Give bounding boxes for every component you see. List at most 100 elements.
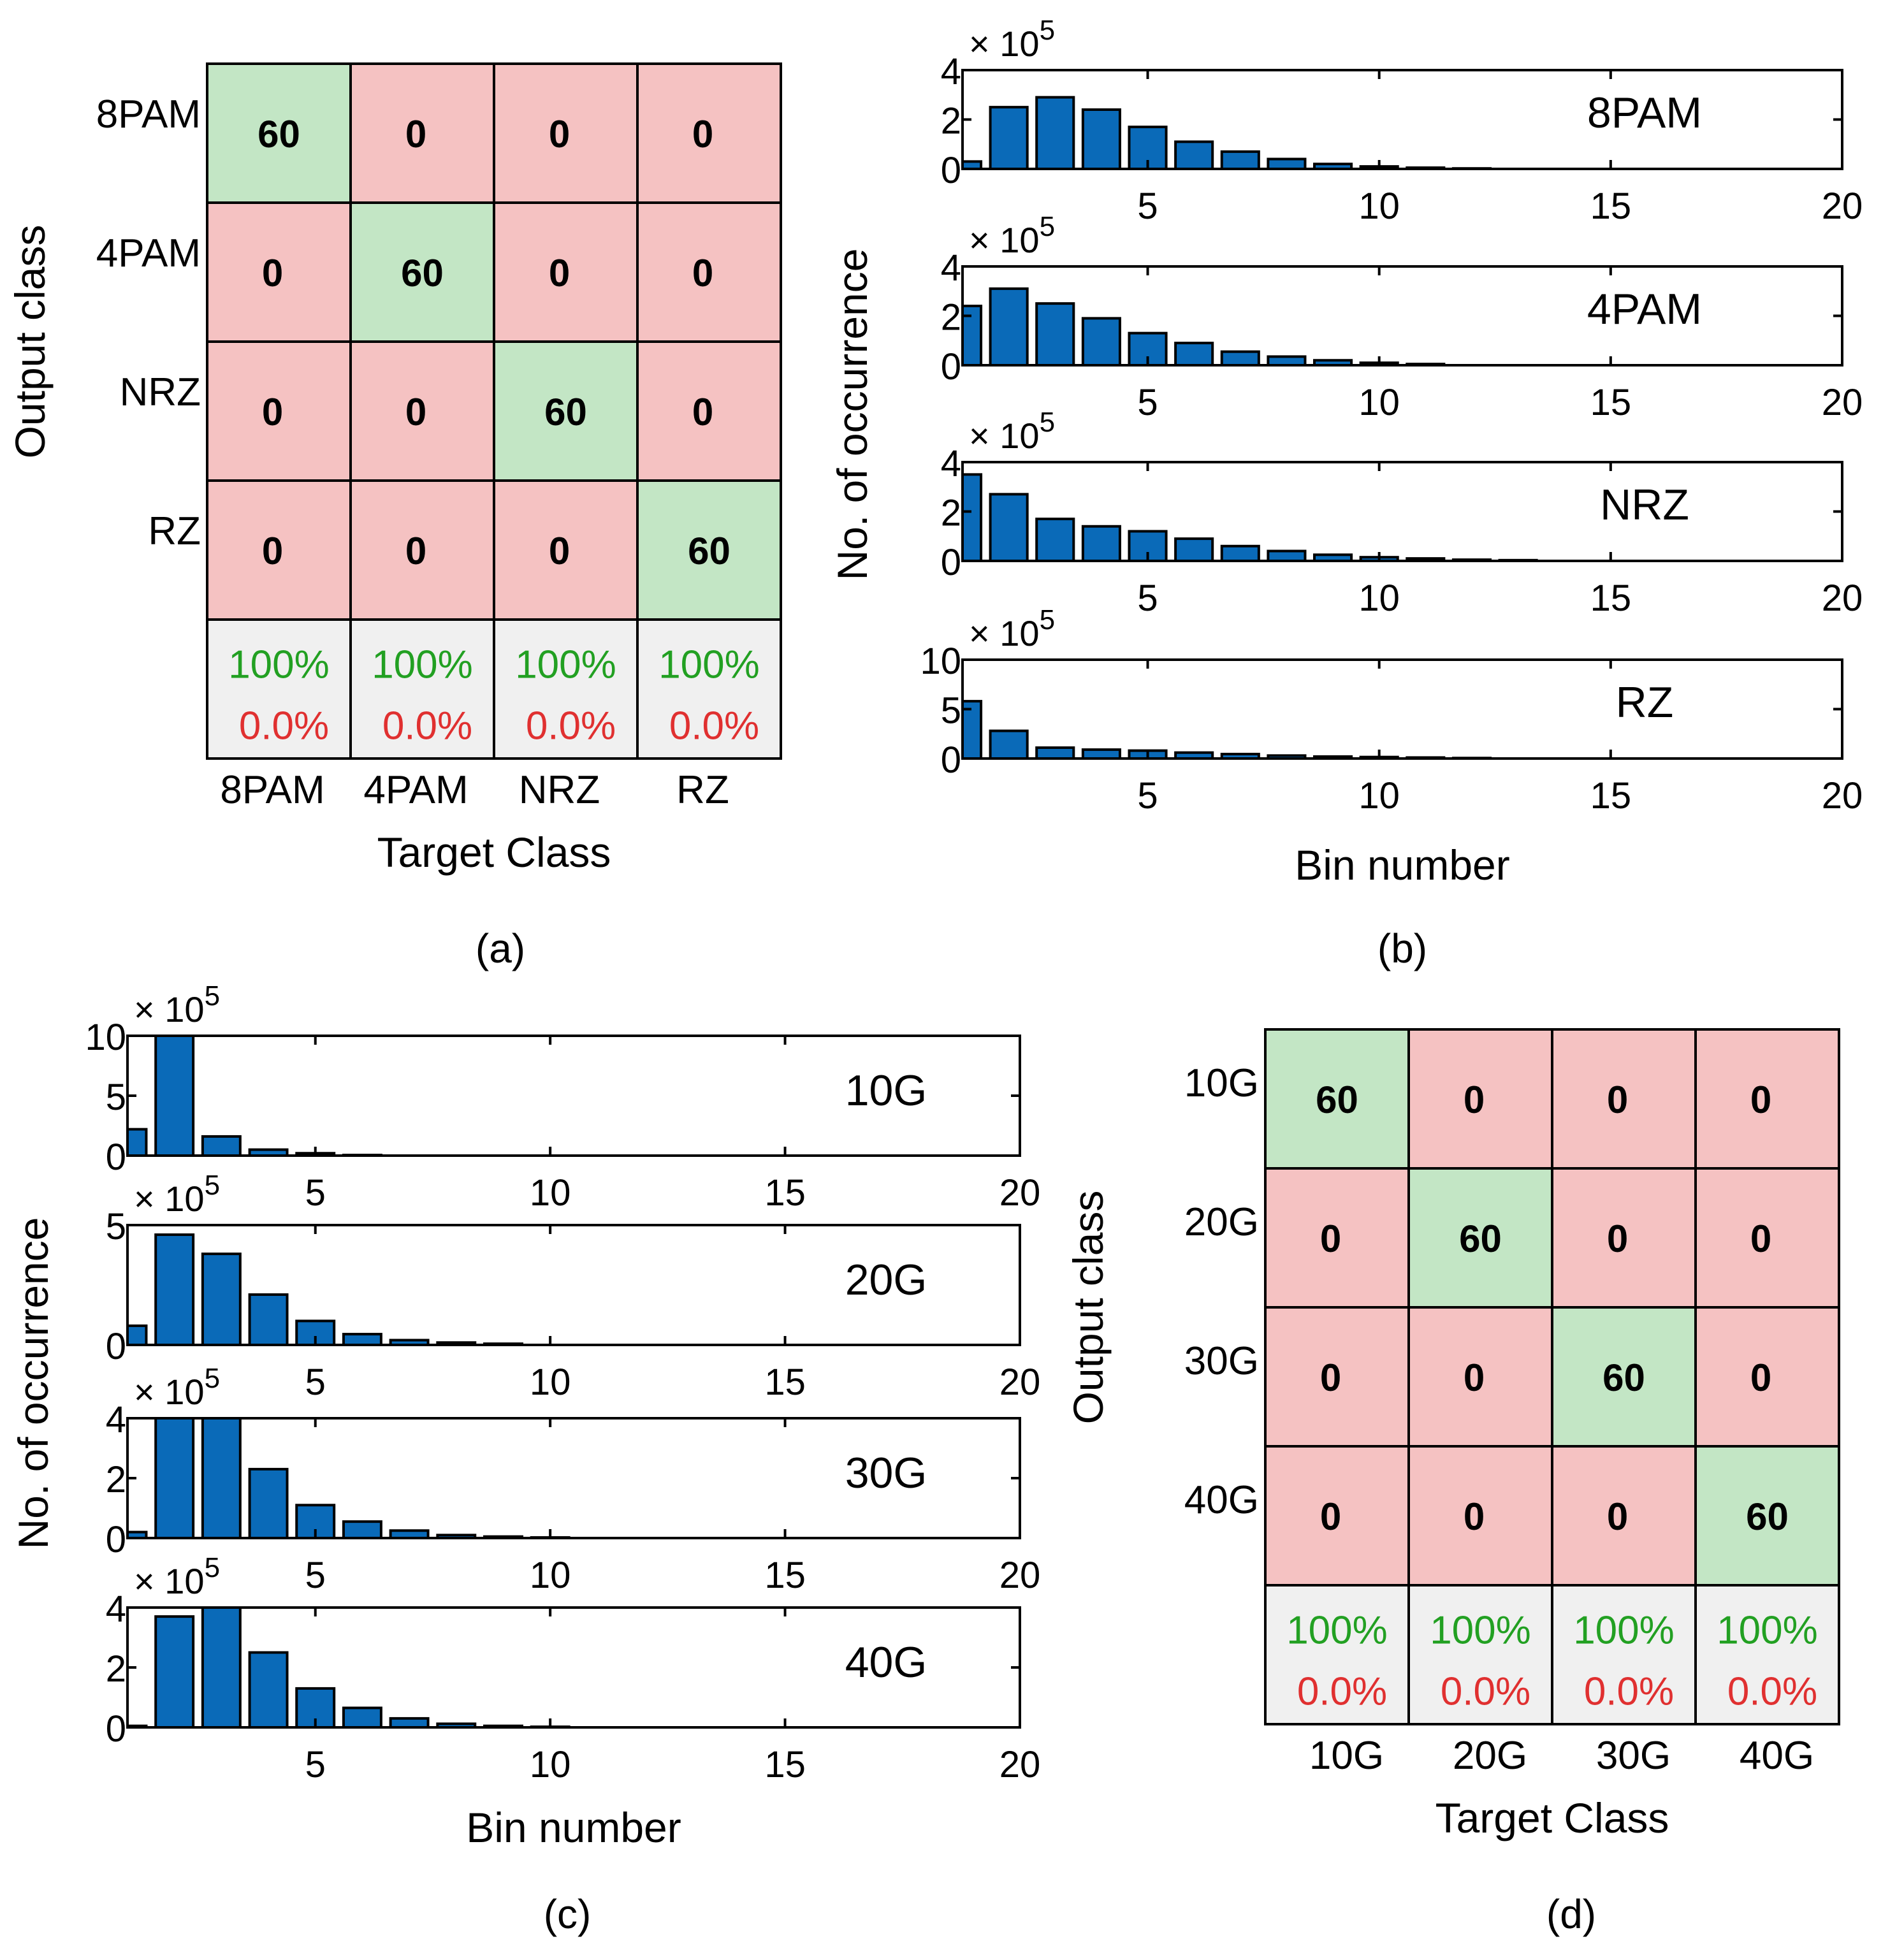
- panel-d-label: (d): [1546, 1891, 1596, 1937]
- subplot-8PAM: 0 2 4 5 10 15 20 × 105 8PAM: [941, 15, 1863, 227]
- subplot-4PAM: 0 2 4 5 10 15 20 × 105 4PAM: [941, 211, 1863, 423]
- x-tick-label: 10: [1358, 775, 1400, 817]
- subplot-label: 8PAM: [1587, 89, 1702, 137]
- y-axis-label: No. of occurrence: [10, 1217, 57, 1550]
- y-multiplier: × 105: [969, 407, 1055, 456]
- y-tick-label: 2: [106, 1648, 126, 1690]
- histogram-bar: [248, 1467, 289, 1539]
- summary-cell: [1694, 1584, 1840, 1725]
- summary-wrong-pct: 0.0%: [526, 704, 616, 748]
- x-tick-label: 15: [1590, 775, 1632, 817]
- x-tick-label: 20: [1822, 185, 1863, 227]
- summary-correct-pct: 100%: [228, 643, 330, 687]
- matrix-cell: [1551, 1306, 1697, 1448]
- histogram-bar: [1035, 96, 1075, 170]
- summary-correct-pct: 100%: [1286, 1609, 1388, 1653]
- subplot-40G: 0 2 4 5 10 15 20 × 105 40G: [106, 1552, 1041, 1785]
- histogram-bar: [989, 729, 1029, 760]
- y-tick-label: 0: [941, 739, 961, 781]
- matrix-cell: [493, 62, 639, 204]
- matrix-cell: [1264, 1445, 1410, 1587]
- matrix-cell-value: 60: [1459, 1217, 1502, 1260]
- histogram-bar: [1267, 549, 1307, 562]
- x-tick-label: 5: [1137, 577, 1158, 619]
- histogram-bar: [1174, 342, 1214, 367]
- summary-cell: [1407, 1584, 1553, 1725]
- x-tick-label: 10: [1358, 382, 1400, 423]
- axes-frame: [126, 1224, 1021, 1346]
- summary-correct-pct: 100%: [658, 643, 760, 687]
- x-tick-label: 15: [1590, 185, 1632, 227]
- matrix-cell: [1694, 1028, 1840, 1170]
- matrix-cell: [349, 340, 495, 482]
- x-tick-label: 5: [1137, 382, 1158, 423]
- x-axis-label: Target Class: [1435, 1794, 1669, 1841]
- panel-d-confusion-matrix: 60 0 0 0 0 60 0 0 0 0 60 0 0 0 0 60 100% 0.0% 100% 0.0% 100%…: [1065, 1028, 1840, 1841]
- histogram-bar: [1081, 748, 1121, 760]
- x-tick-label: 20: [999, 1555, 1041, 1596]
- y-axis-label: No. of occurrence: [829, 249, 876, 581]
- x-tick-label: 5: [305, 1172, 326, 1214]
- matrix-cell-value: 0: [262, 391, 283, 433]
- row-label: RZ: [148, 509, 201, 553]
- matrix-cell: [636, 62, 782, 204]
- histogram-bar: [1220, 150, 1260, 170]
- column-label: 10G: [1309, 1734, 1384, 1778]
- matrix-cell: [349, 62, 495, 204]
- matrix-cell: [206, 62, 352, 204]
- y-tick-label: 0: [941, 150, 961, 191]
- x-axis-label: Bin number: [466, 1804, 681, 1851]
- y-tick-label: 2: [941, 493, 961, 534]
- panel-b-label: (b): [1377, 926, 1427, 971]
- matrix-cell-value: 0: [262, 530, 283, 572]
- histogram-bar: [1081, 525, 1121, 562]
- x-tick-label: 5: [305, 1744, 326, 1785]
- histogram-bar: [961, 700, 983, 760]
- y-multiplier: × 105: [134, 1363, 220, 1412]
- x-tick-label: 15: [764, 1361, 806, 1403]
- histogram-bar: [989, 493, 1029, 562]
- histogram-bar: [1081, 317, 1121, 367]
- subplot-label: 20G: [845, 1256, 927, 1304]
- y-axis-label: Output class: [1065, 1191, 1112, 1425]
- y-tick-label: 0: [941, 542, 961, 583]
- matrix-cell-value: 0: [1750, 1356, 1771, 1399]
- matrix-cell-value: 0: [692, 252, 713, 294]
- column-label: 30G: [1596, 1734, 1671, 1778]
- histogram-bar: [248, 1293, 289, 1347]
- y-multiplier: × 105: [134, 1552, 220, 1601]
- x-tick-label: 10: [530, 1744, 571, 1785]
- summary-wrong-pct: 0.0%: [1441, 1669, 1530, 1713]
- histogram-bar: [1081, 108, 1121, 170]
- y-tick-label: 4: [941, 247, 961, 289]
- summary-correct-pct: 100%: [1430, 1609, 1531, 1653]
- summary-wrong-pct: 0.0%: [1297, 1669, 1387, 1713]
- histogram-bar: [154, 1417, 195, 1539]
- column-label: 4PAM: [363, 768, 468, 812]
- row-label: 40G: [1184, 1478, 1259, 1522]
- matrix-cell-value: 60: [688, 530, 730, 572]
- row-label: 30G: [1184, 1339, 1259, 1383]
- summary-wrong-pct: 0.0%: [382, 704, 472, 748]
- y-tick-label: 5: [941, 690, 961, 732]
- matrix-cell: [1694, 1306, 1840, 1448]
- matrix-cell: [636, 340, 782, 482]
- summary-cell: [493, 618, 639, 760]
- y-tick-label: 4: [941, 443, 961, 484]
- x-tick-label: 10: [1358, 185, 1400, 227]
- matrix-cell: [1694, 1167, 1840, 1309]
- summary-correct-pct: 100%: [1573, 1609, 1675, 1653]
- matrix-cell-value: 0: [405, 391, 426, 433]
- y-axis-label: Output class: [6, 225, 54, 459]
- x-tick-label: 15: [764, 1744, 806, 1785]
- x-tick-label: 5: [305, 1361, 326, 1403]
- histogram-bar: [1035, 746, 1075, 760]
- summary-wrong-pct: 0.0%: [669, 704, 759, 748]
- column-label: 8PAM: [220, 768, 324, 812]
- y-tick-label: 4: [106, 1399, 126, 1441]
- x-tick-label: 20: [999, 1361, 1041, 1403]
- histogram-bar: [201, 1253, 242, 1346]
- summary-cell: [636, 618, 782, 760]
- x-tick-label: 20: [1822, 382, 1863, 423]
- matrix-cell-value: 0: [1750, 1217, 1771, 1260]
